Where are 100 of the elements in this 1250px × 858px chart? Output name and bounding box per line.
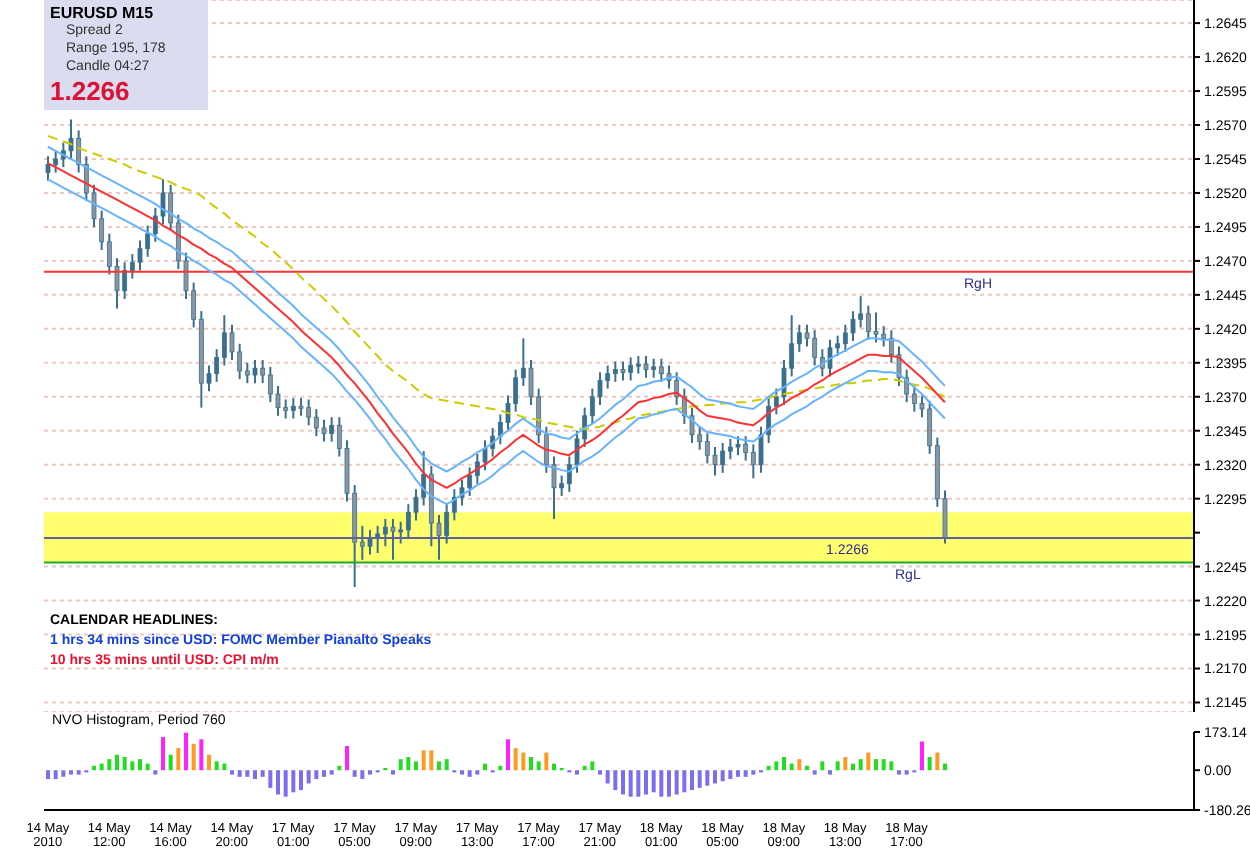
candlestick	[474, 452, 480, 485]
bar	[927, 756, 932, 771]
bar	[398, 759, 403, 771]
bar	[674, 770, 679, 795]
candlestick	[398, 520, 404, 545]
bar	[866, 752, 871, 771]
bar	[644, 770, 648, 795]
bar	[789, 763, 794, 771]
candlestick	[743, 435, 749, 462]
candlestick	[329, 416, 335, 443]
annotation: 1.2266	[50, 76, 132, 106]
bar	[697, 770, 702, 788]
candlestick	[842, 323, 848, 353]
candlestick	[651, 357, 657, 379]
bar	[444, 759, 449, 771]
bar	[283, 770, 288, 797]
bar	[613, 770, 618, 791]
candlestick	[306, 398, 312, 427]
bar	[513, 748, 518, 771]
bar	[667, 770, 671, 797]
candlestick	[704, 432, 710, 465]
bar	[506, 739, 510, 771]
bar	[705, 770, 710, 786]
bar	[889, 761, 894, 771]
candlestick	[628, 356, 634, 382]
bar	[207, 754, 211, 771]
bar	[306, 770, 311, 784]
candlestick	[367, 528, 373, 556]
bar	[245, 770, 250, 777]
bar	[736, 770, 740, 777]
bar	[437, 761, 441, 771]
candlestick	[221, 314, 227, 367]
bar	[429, 750, 434, 771]
candlestick	[674, 371, 680, 406]
bar	[406, 756, 411, 771]
bar	[107, 759, 112, 771]
bar	[797, 759, 802, 771]
bar	[605, 770, 610, 784]
bar	[835, 761, 840, 771]
bar	[728, 770, 733, 780]
bar	[536, 761, 541, 771]
bar	[636, 770, 641, 797]
bar	[628, 770, 633, 797]
candlestick	[53, 149, 59, 174]
candlestick	[643, 355, 649, 379]
candlestick	[720, 441, 726, 474]
candlestick	[850, 310, 856, 343]
bar	[130, 761, 135, 771]
bar	[421, 750, 426, 771]
bar	[851, 763, 855, 771]
candlestick	[267, 365, 273, 404]
bar	[253, 770, 257, 780]
candlestick	[467, 466, 473, 497]
candlestick	[283, 398, 289, 420]
candlestick	[911, 384, 917, 413]
bar	[161, 737, 165, 771]
candlestick	[858, 295, 864, 329]
bar	[782, 756, 786, 771]
candlestick	[444, 503, 450, 545]
candlestick	[45, 155, 51, 182]
bar	[529, 756, 533, 771]
bar	[115, 754, 119, 771]
bar	[46, 770, 50, 780]
bar	[360, 770, 365, 780]
bar	[268, 770, 273, 788]
bar	[237, 770, 242, 777]
candlestick	[873, 311, 879, 344]
candlestick	[758, 425, 764, 474]
candlestick	[137, 239, 143, 272]
chart-title: EURUSD M15	[50, 4, 156, 22]
candlestick	[605, 364, 611, 390]
candlestick	[68, 118, 74, 160]
bar	[935, 752, 940, 771]
bar	[713, 770, 717, 784]
candlestick	[252, 359, 258, 385]
candlestick	[612, 360, 618, 383]
candlestick	[620, 360, 626, 382]
bar	[544, 752, 549, 771]
candlestick	[321, 418, 327, 443]
bar	[99, 763, 104, 771]
bar	[743, 770, 748, 777]
bar	[820, 761, 825, 771]
candlestick	[482, 439, 488, 472]
bar	[291, 770, 296, 793]
bar	[168, 754, 173, 771]
bar	[199, 739, 204, 771]
bar	[145, 763, 150, 771]
bar	[874, 759, 878, 771]
bar	[184, 732, 188, 771]
bar	[590, 761, 595, 771]
bar	[414, 761, 418, 771]
bar	[720, 770, 725, 782]
bar	[352, 770, 357, 777]
bar	[299, 770, 303, 791]
bar	[191, 743, 196, 771]
bar	[943, 763, 947, 771]
bar	[651, 770, 656, 793]
candlestick	[827, 338, 833, 378]
candlestick	[812, 329, 818, 367]
candlestick	[313, 407, 319, 438]
